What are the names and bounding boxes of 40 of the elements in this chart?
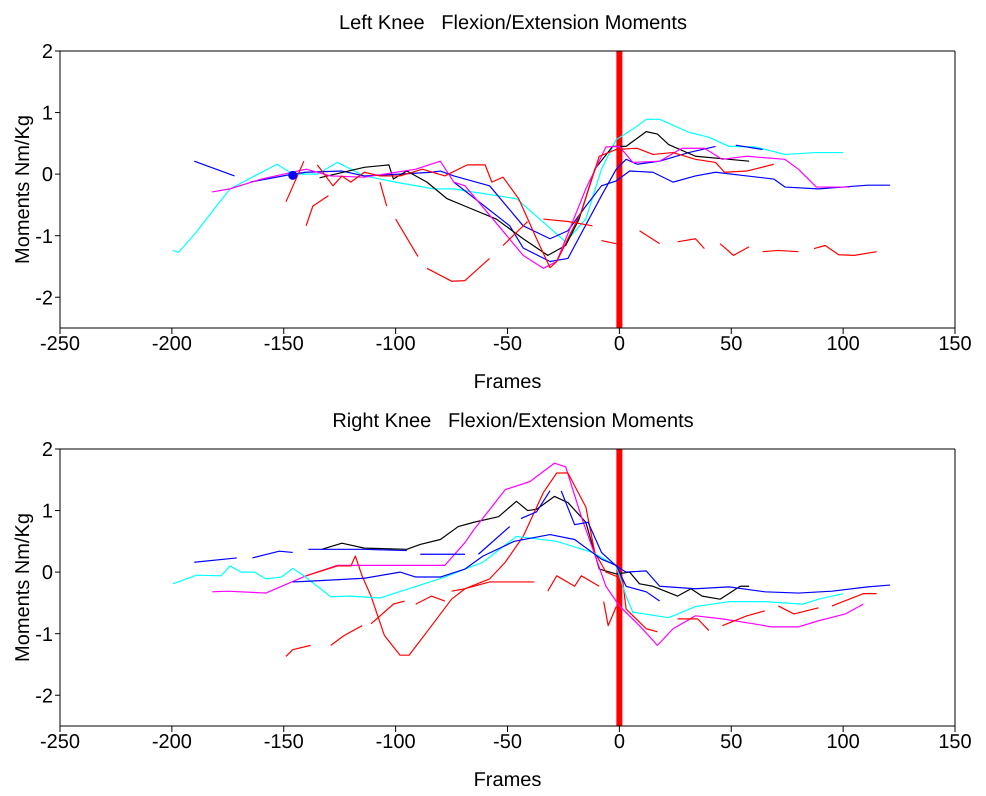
- chart-title: Right Knee Flexion/Extension Moments: [331, 409, 695, 434]
- x-tick-label: 50: [720, 731, 742, 754]
- y-tick-label: 0: [42, 562, 53, 584]
- y-tick-label: -1: [35, 624, 53, 646]
- y-tick-label: 1: [42, 500, 53, 523]
- x-tick-label: -100: [376, 333, 416, 356]
- y-tick-label: 2: [42, 41, 53, 64]
- x-tick-label: 150: [938, 333, 972, 356]
- x-tick-label: -50: [493, 333, 522, 356]
- y-tick-label: 2: [42, 439, 53, 462]
- x-tick-label: 100: [826, 333, 860, 356]
- x-axis-title: Frames: [474, 769, 542, 791]
- y-tick-label: 0: [42, 164, 53, 186]
- line-series: [212, 146, 850, 269]
- x-tick-label: 50: [720, 333, 742, 356]
- line-series: [172, 118, 844, 253]
- x-tick-label: -250: [40, 333, 80, 356]
- x-tick-label: -250: [40, 731, 80, 754]
- line-series: [321, 496, 750, 600]
- x-tick-label: 0: [614, 731, 625, 754]
- line-series: [212, 462, 864, 646]
- x-tick-label: -150: [264, 333, 304, 356]
- line-series: [172, 536, 844, 618]
- chart-title: Left Knee Flexion/Extension Moments: [338, 11, 688, 36]
- x-tick-label: -200: [152, 333, 192, 356]
- y-tick-label: -1: [35, 226, 53, 248]
- y-axis-title: Moments Nm/Kg: [12, 513, 34, 662]
- y-tick-label: -2: [35, 287, 53, 310]
- x-tick-label: 150: [938, 731, 972, 754]
- line-series: [318, 131, 750, 256]
- y-axis-title: Moments Nm/Kg: [12, 115, 34, 264]
- x-tick-label: -150: [264, 731, 304, 754]
- x-tick-label: 100: [826, 731, 860, 754]
- x-tick-label: -50: [493, 731, 522, 754]
- x-tick-label: 0: [614, 333, 625, 356]
- y-tick-label: -2: [35, 685, 53, 708]
- x-axis-title: Frames: [474, 371, 542, 393]
- x-tick-label: -200: [152, 731, 192, 754]
- y-tick-label: 1: [42, 102, 53, 125]
- x-tick-label: -100: [376, 731, 416, 754]
